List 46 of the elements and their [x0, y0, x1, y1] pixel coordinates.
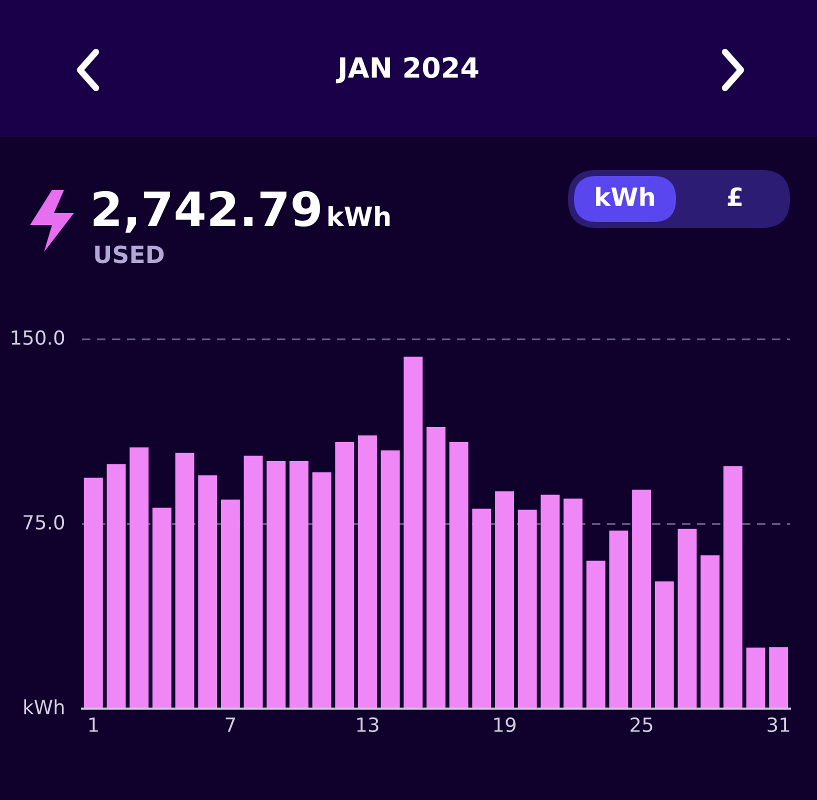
bar: [404, 356, 423, 709]
bar: [426, 426, 446, 709]
bar: [700, 555, 720, 709]
bar: [746, 648, 766, 709]
y-tick-label: 150.0: [12, 330, 64, 345]
bar: [289, 460, 308, 709]
bar: [632, 490, 652, 709]
y-tick-label: 75.0: [24, 514, 64, 530]
chart-title: JAN 2024: [336, 57, 478, 84]
bar: [130, 447, 149, 709]
bar: [380, 450, 400, 709]
x-tick-label: 7: [226, 718, 235, 732]
text: USED: [95, 245, 164, 264]
bar: [312, 472, 332, 709]
bar: [540, 494, 560, 709]
bar: [358, 435, 377, 709]
x-tick-label: 31: [768, 717, 790, 732]
bar: [472, 508, 492, 709]
bar: [152, 508, 172, 709]
bar: [266, 460, 286, 709]
bar: [654, 581, 674, 709]
x-tick-label: 25: [630, 717, 652, 732]
bar: [769, 647, 788, 709]
bar: [198, 475, 218, 709]
x-tick-label: 1: [89, 718, 98, 732]
x-tick-label: 13: [357, 717, 378, 732]
text: kWh: [328, 206, 390, 226]
text: £: [728, 187, 742, 206]
bar: [335, 442, 354, 709]
bar: [220, 500, 240, 709]
bar: [244, 456, 263, 709]
bar: [175, 452, 194, 709]
bar: [678, 528, 697, 709]
text: kWh: [596, 186, 654, 206]
bar: [723, 466, 742, 709]
bar: [84, 478, 103, 709]
y-tick-label: kWh: [24, 699, 64, 714]
bar: [518, 510, 537, 709]
x-tick-label: 19: [494, 717, 516, 732]
bar: [495, 491, 514, 709]
bar: [609, 530, 628, 709]
bar: [564, 498, 583, 709]
chart-subtitle: 2,742.79: [94, 190, 320, 233]
bar: [449, 442, 468, 709]
bar: [586, 560, 606, 709]
bar: [106, 464, 126, 709]
